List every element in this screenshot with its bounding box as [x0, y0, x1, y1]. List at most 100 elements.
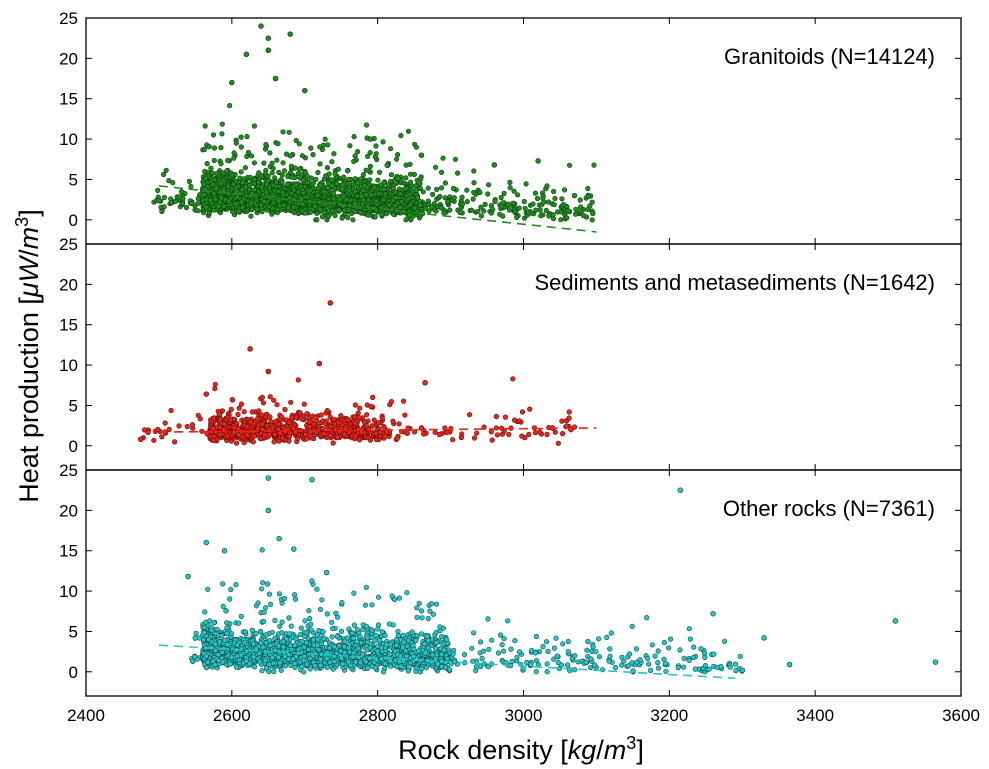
- data-point: [379, 415, 385, 421]
- data-point: [320, 425, 326, 432]
- data-point: [560, 202, 567, 208]
- data-point: [207, 197, 213, 203]
- data-point: [540, 643, 546, 650]
- data-point: [371, 417, 377, 423]
- data-point: [266, 431, 272, 437]
- data-point: [308, 627, 314, 633]
- data-point: [214, 171, 220, 177]
- data-point: [334, 633, 340, 640]
- data-point: [267, 150, 273, 156]
- data-point: [451, 195, 457, 201]
- data-point: [317, 144, 323, 150]
- data-point: [288, 191, 295, 197]
- data-point: [330, 625, 336, 632]
- data-point: [360, 187, 366, 193]
- data-point: [259, 394, 265, 401]
- data-point: [552, 429, 558, 435]
- data-point: [692, 666, 698, 672]
- data-point: [252, 187, 258, 193]
- data-point: [211, 177, 217, 183]
- data-point: [532, 650, 539, 656]
- data-point: [559, 418, 565, 424]
- data-point: [218, 145, 224, 151]
- data-point: [346, 176, 352, 182]
- data-point: [253, 630, 259, 637]
- data-point: [279, 435, 286, 441]
- data-point: [248, 200, 254, 206]
- data-point: [161, 171, 167, 178]
- data-point: [225, 157, 231, 163]
- data-point: [202, 609, 208, 615]
- data-point: [352, 176, 358, 182]
- data-point: [585, 185, 591, 192]
- data-point: [299, 153, 306, 159]
- data-point: [249, 206, 255, 212]
- data-point: [331, 200, 337, 206]
- data-point: [516, 205, 522, 211]
- data-point: [266, 591, 273, 597]
- data-point: [344, 197, 350, 203]
- data-point: [521, 198, 527, 205]
- data-point: [258, 173, 264, 179]
- data-point: [585, 638, 591, 645]
- data-point: [295, 377, 301, 383]
- data-point: [543, 207, 549, 214]
- data-point: [211, 191, 217, 197]
- data-point: [212, 381, 218, 387]
- data-point: [202, 123, 208, 129]
- data-point: [328, 424, 334, 430]
- data-point: [356, 415, 362, 421]
- data-point: [244, 424, 250, 430]
- data-point: [427, 608, 433, 614]
- data-point: [474, 430, 480, 436]
- data-point: [356, 437, 363, 443]
- data-point: [460, 201, 466, 207]
- data-point: [269, 211, 275, 217]
- data-point: [291, 592, 298, 598]
- data-point: [415, 195, 421, 201]
- data-point: [330, 208, 336, 214]
- outlier-point: [571, 192, 578, 199]
- data-point: [329, 159, 335, 165]
- data-point: [288, 623, 294, 629]
- data-point: [263, 190, 269, 196]
- data-point: [317, 161, 323, 167]
- data-point: [370, 394, 376, 401]
- data-point: [404, 590, 410, 596]
- data-point: [281, 202, 287, 208]
- data-point: [481, 208, 487, 214]
- data-point: [234, 188, 240, 194]
- data-point: [508, 646, 514, 652]
- y-tick-label: 15: [59, 90, 78, 109]
- data-point: [369, 602, 375, 608]
- data-point: [436, 431, 443, 438]
- data-point: [420, 189, 426, 195]
- data-point: [573, 206, 579, 212]
- y-tick-label: 15: [59, 316, 78, 335]
- data-point: [285, 205, 291, 211]
- data-point: [405, 128, 412, 134]
- data-point: [499, 425, 505, 431]
- data-point: [224, 620, 230, 626]
- data-point: [500, 213, 506, 219]
- data-point: [506, 431, 512, 438]
- data-point: [314, 586, 320, 592]
- data-point: [240, 204, 246, 210]
- data-point: [555, 440, 561, 446]
- data-point: [218, 181, 224, 187]
- data-point: [486, 182, 492, 188]
- data-point: [268, 601, 274, 608]
- data-point: [231, 155, 237, 161]
- data-point: [558, 217, 564, 223]
- data-point: [303, 431, 309, 438]
- trend-line: [158, 185, 597, 233]
- data-point: [321, 431, 327, 437]
- data-point: [331, 151, 337, 157]
- data-point: [307, 188, 313, 194]
- data-point: [244, 432, 250, 438]
- data-point: [367, 150, 373, 156]
- data-point: [421, 431, 427, 437]
- data-point: [378, 182, 384, 188]
- data-point: [338, 413, 344, 419]
- data-point: [541, 199, 547, 205]
